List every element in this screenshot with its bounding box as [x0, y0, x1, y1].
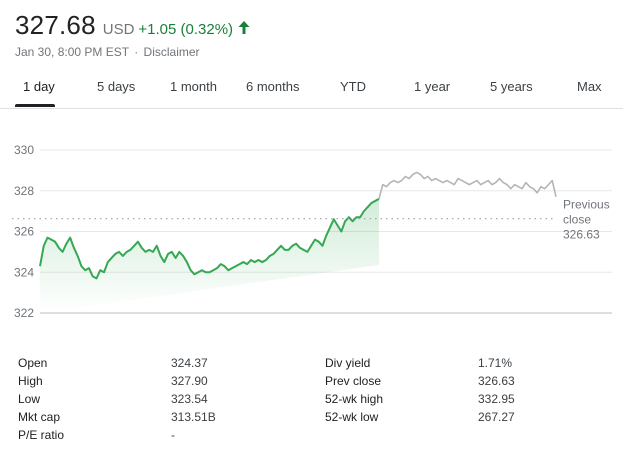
stat-label: High: [18, 374, 43, 388]
stat-label: P/E ratio: [18, 428, 65, 442]
stat-value: 267.27: [478, 410, 515, 424]
stat-label: Div yield: [325, 356, 371, 370]
stat-value: 326.63: [478, 374, 515, 388]
stat-value: 323.54: [171, 392, 208, 406]
stat-label: 52-wk low: [325, 410, 379, 424]
tab-ytd[interactable]: YTD: [340, 79, 366, 94]
tab-1-month[interactable]: 1 month: [170, 79, 217, 94]
price-area-fill: [40, 198, 379, 313]
stat-value: 1.71%: [478, 356, 513, 370]
stat-label: Low: [18, 392, 41, 406]
previous-close-label: Previous: [563, 198, 610, 212]
tab-1-year[interactable]: 1 year: [414, 79, 451, 94]
separator: ·: [134, 45, 139, 59]
stat-value: 327.90: [171, 374, 208, 388]
timestamp-line: Jan 30, 8:00 PM EST · Disclaimer: [15, 45, 250, 59]
active-tab-indicator: [15, 104, 55, 107]
y-tick-label: 330: [14, 143, 34, 157]
stat-label: Open: [18, 356, 48, 370]
currency-label: USD: [102, 21, 135, 38]
stat-value: 332.95: [478, 392, 515, 406]
tab-5-years[interactable]: 5 years: [490, 79, 533, 94]
tab-max[interactable]: Max: [577, 79, 602, 94]
after-hours-line: [378, 171, 557, 200]
stat-label: Mkt cap: [18, 410, 61, 424]
current-price: 327.68: [15, 10, 96, 40]
up-arrow-icon: [238, 21, 250, 34]
regular-hours-line: [39, 198, 380, 280]
tab-1-day[interactable]: 1 day: [23, 79, 55, 94]
tab-5-days[interactable]: 5 days: [97, 79, 136, 94]
quote-header: 327.68 USD +1.05 (0.32%) Jan 30, 8:00 PM…: [15, 10, 250, 59]
stat-value: 313.51B: [171, 410, 216, 424]
y-tick-label: 328: [14, 184, 34, 198]
stat-value: 324.37: [171, 356, 208, 370]
stat-value: -: [171, 428, 175, 442]
y-tick-label: 326: [14, 225, 34, 239]
disclaimer-link[interactable]: Disclaimer: [143, 45, 200, 59]
stat-label: 52-wk high: [325, 392, 384, 406]
quote-timestamp: Jan 30, 8:00 PM EST: [15, 45, 129, 59]
previous-close-label: close: [563, 213, 591, 227]
y-tick-label: 322: [14, 306, 34, 320]
y-tick-label: 324: [14, 265, 34, 279]
previous-close-value: 326.63: [563, 228, 600, 242]
price-change: +1.05 (0.32%): [138, 21, 234, 38]
stat-label: Prev close: [325, 374, 382, 388]
tab-6-months[interactable]: 6 months: [246, 79, 300, 94]
time-range-tabs: 1 day 5 days 1 month 6 months YTD 1 year…: [0, 70, 623, 109]
price-line: 327.68 USD +1.05 (0.32%): [15, 10, 250, 41]
